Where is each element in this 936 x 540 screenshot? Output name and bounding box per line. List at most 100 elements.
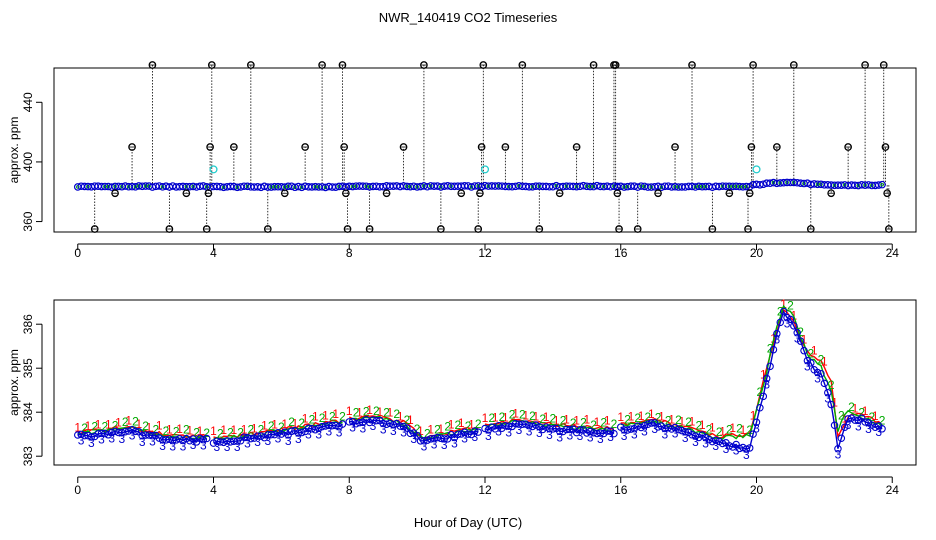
series-glyph-3: 3 [410, 432, 417, 446]
series-glyph-1: 1 [543, 410, 550, 424]
series-glyph-1: 1 [281, 417, 288, 431]
series-point-3 [399, 422, 408, 431]
series-glyph-1: 1 [658, 409, 665, 423]
series-point-3 [681, 428, 689, 436]
series-glyph-3: 3 [835, 448, 842, 462]
series-point-3 [454, 430, 462, 439]
series-point-3 [372, 416, 381, 425]
series-glyph-2: 2 [828, 378, 835, 392]
series-glyph-3: 3 [516, 423, 523, 437]
series-point-3 [786, 315, 795, 324]
series-glyph-2: 2 [309, 412, 316, 426]
series-point-3 [647, 419, 656, 427]
series-glyph-1: 1 [638, 409, 645, 423]
spike-point [535, 225, 544, 233]
baseline-point [756, 180, 764, 189]
spike-point [773, 143, 781, 151]
series-glyph-3: 3 [824, 392, 831, 406]
spike-point [343, 225, 352, 233]
x-tick-label: 24 [886, 483, 900, 497]
series-point-3 [352, 420, 360, 428]
series-glyph-2: 2 [363, 405, 370, 419]
series-glyph-1: 1 [760, 368, 767, 382]
spike-point [749, 61, 757, 69]
series-glyph-2: 2 [268, 419, 275, 433]
series-point-3 [555, 427, 564, 436]
spike-point [708, 225, 717, 233]
spike-point [301, 143, 309, 151]
series-glyph-2: 2 [499, 410, 506, 424]
series-glyph-2: 2 [529, 409, 536, 423]
series-glyph-2: 2 [298, 416, 305, 430]
series-glyph-2: 2 [444, 420, 451, 434]
series-glyph-2: 2 [655, 410, 662, 424]
spike-point [230, 143, 238, 151]
series-point-3 [331, 421, 340, 430]
series-glyph-1: 1 [604, 414, 611, 428]
series-glyph-1: 1 [780, 297, 787, 311]
series-glyph-2: 2 [611, 417, 618, 431]
spike-point [725, 189, 734, 198]
series-glyph-2: 2 [838, 408, 845, 422]
series-point-3 [474, 428, 482, 436]
series-glyph-3: 3 [794, 332, 801, 346]
series-glyph-1: 1 [115, 416, 122, 430]
series-glyph-1: 1 [492, 411, 499, 425]
spike-point [420, 61, 428, 69]
series-glyph-1: 1 [387, 406, 394, 420]
series-point-3 [311, 426, 320, 434]
series-point-3 [80, 431, 89, 440]
series-glyph-3: 3 [774, 333, 781, 347]
series-glyph-2: 2 [393, 407, 400, 421]
series-glyph-2: 2 [624, 413, 631, 427]
series-glyph-2: 2 [383, 405, 390, 419]
x-tick-label: 0 [74, 483, 81, 497]
series-glyph-3: 3 [875, 425, 882, 439]
spike-point [128, 143, 136, 151]
spike-point [827, 189, 836, 198]
series-glyph-1: 1 [678, 414, 685, 428]
y-tick-label: 383 [21, 446, 35, 466]
series-point-3 [756, 404, 764, 412]
series-glyph-2: 2 [465, 419, 472, 433]
series-glyph-1: 1 [427, 423, 434, 437]
series-point-3 [403, 424, 411, 432]
series-glyph-1: 1 [709, 421, 716, 435]
series-point-3 [813, 368, 822, 377]
series-point-3 [481, 424, 489, 433]
series-glyph-3: 3 [315, 427, 322, 441]
series-glyph-1: 1 [438, 422, 445, 436]
series-point-3 [464, 430, 472, 438]
series-glyph-2: 2 [726, 422, 733, 436]
series-glyph-1: 1 [105, 418, 112, 432]
series-glyph-2: 2 [163, 424, 170, 438]
series-glyph-1: 1 [85, 419, 92, 433]
series-point-3 [837, 434, 846, 443]
series-point-3 [824, 388, 832, 397]
x-tick-label: 20 [750, 246, 764, 260]
series-point-3 [596, 429, 605, 437]
series-glyph-3: 3 [326, 424, 333, 438]
spike-point [111, 189, 119, 198]
series-point-3 [817, 369, 825, 378]
series-point-3 [749, 430, 757, 438]
series-glyph-1: 1 [322, 409, 329, 423]
series-point-3 [518, 420, 527, 429]
series-glyph-2: 2 [278, 420, 285, 434]
series-point-3 [505, 422, 513, 431]
series-glyph-2: 2 [227, 426, 234, 440]
series-point-3 [712, 436, 720, 444]
spike-point [613, 189, 622, 198]
series-glyph-2: 2 [455, 418, 462, 432]
spike-point [844, 143, 852, 151]
series-glyph-1: 1 [407, 413, 414, 427]
series-glyph-3: 3 [505, 425, 512, 439]
series-point-3 [840, 423, 849, 431]
series-glyph-3: 3 [702, 437, 709, 451]
series-point-3 [827, 400, 835, 409]
series-glyph-1: 1 [821, 354, 828, 368]
series-glyph-1: 1 [156, 419, 163, 433]
